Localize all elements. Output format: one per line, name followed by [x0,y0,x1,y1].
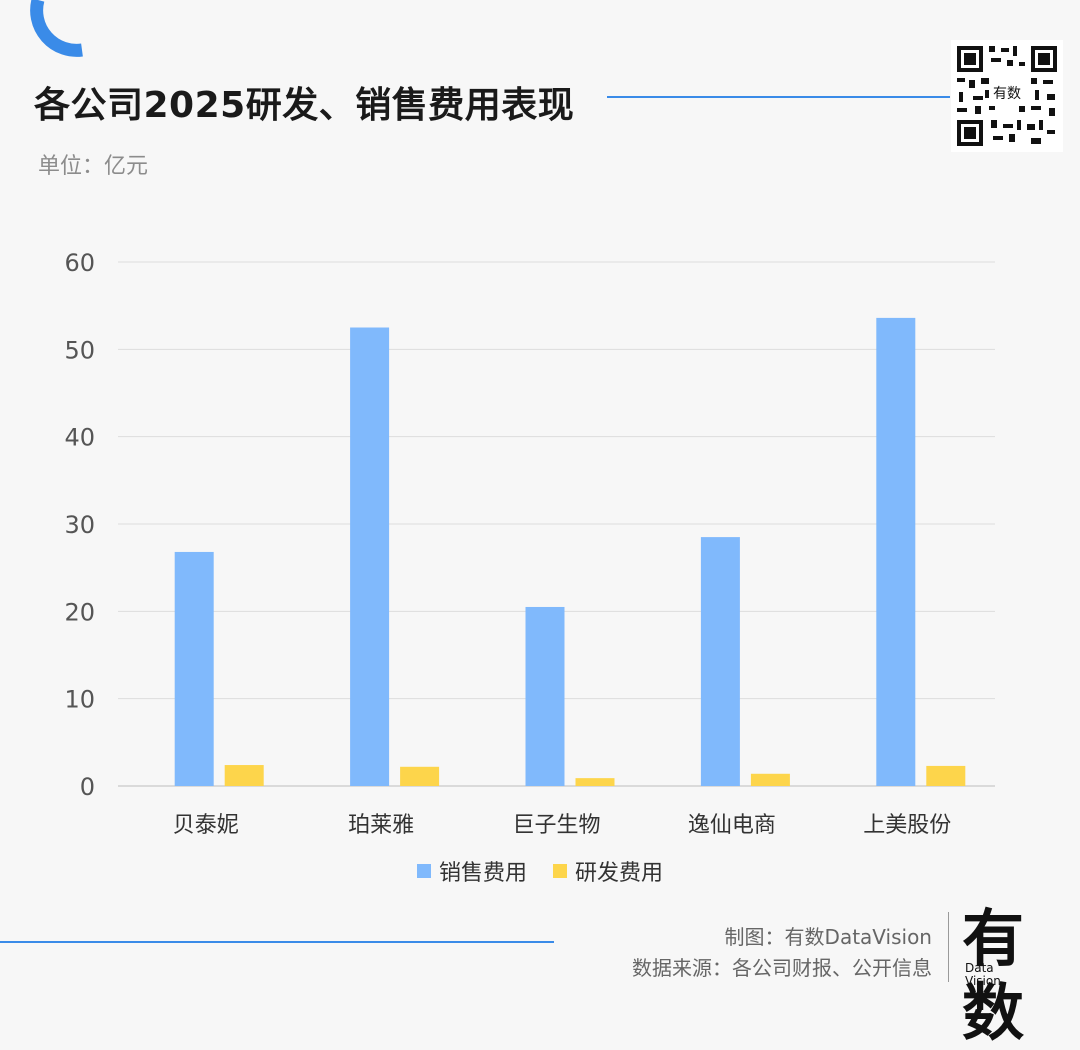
bar-rd-0 [224,765,264,786]
credit-source: 数据来源：各公司财报、公开信息 [632,956,932,980]
bar-rd-4 [926,765,966,786]
legend-swatch-rd [553,864,567,878]
credit-maker: 制图：有数DataVision [724,925,932,949]
y-tick-label: 20 [64,598,95,626]
unit-label: 单位：亿元 [38,154,149,179]
legend-item-sales: 销售费用 [416,855,527,887]
bar-sales-3 [700,537,740,786]
logo-sub-data: Data [965,961,994,975]
legend-label-rd: 研发费用 [575,861,664,886]
x-tick-label: 上美股份 [863,813,951,838]
bar-rd-1 [400,766,440,786]
corner-arc-decoration [30,0,83,57]
footer-divider [948,912,949,982]
x-tick-label: 逸仙电商 [688,813,776,838]
x-tick-label: 巨子生物 [512,813,600,838]
bar-chart: 0 10 20 30 40 50 60 贝泰妮 珀莱雅 巨子生物 逸仙电商 上美股份 [64,249,995,838]
y-tick-label: 10 [64,686,95,714]
bar-rd-2 [575,778,615,786]
legend-swatch-sales [416,864,431,878]
x-tick-label: 贝泰妮 [173,813,239,838]
y-tick-label: 0 [80,773,95,801]
bar-rd-3 [750,773,790,786]
bar-sales-1 [350,327,390,786]
logo-sub-text: Data Vision [965,962,1001,988]
bar-sales-0 [174,551,214,786]
svg-text:有数: 有数 [993,86,1021,102]
page-title: 各公司2025研发、销售费用表现 [34,85,575,126]
y-tick-label: 30 [64,511,95,539]
y-tick-label: 40 [64,424,95,452]
title-rule [607,96,950,98]
brand-logo: 有数 Data Vision [962,902,1062,1049]
chart-legend: 销售费用 研发费用 [0,855,1080,887]
legend-item-rd: 研发费用 [553,855,663,887]
qr-code-icon: 有数 [951,40,1063,152]
logo-sub-vision: Vision [965,974,1001,988]
y-tick-label: 50 [64,336,95,364]
footer-rule [0,941,554,943]
bar-sales-4 [876,317,916,786]
legend-label-sales: 销售费用 [438,861,527,886]
bar-sales-2 [525,606,565,786]
credit-block: 制图：有数DataVision 数据来源：各公司财报、公开信息 [632,922,932,984]
x-tick-label: 珀莱雅 [348,813,414,838]
y-tick-label: 60 [64,249,95,277]
